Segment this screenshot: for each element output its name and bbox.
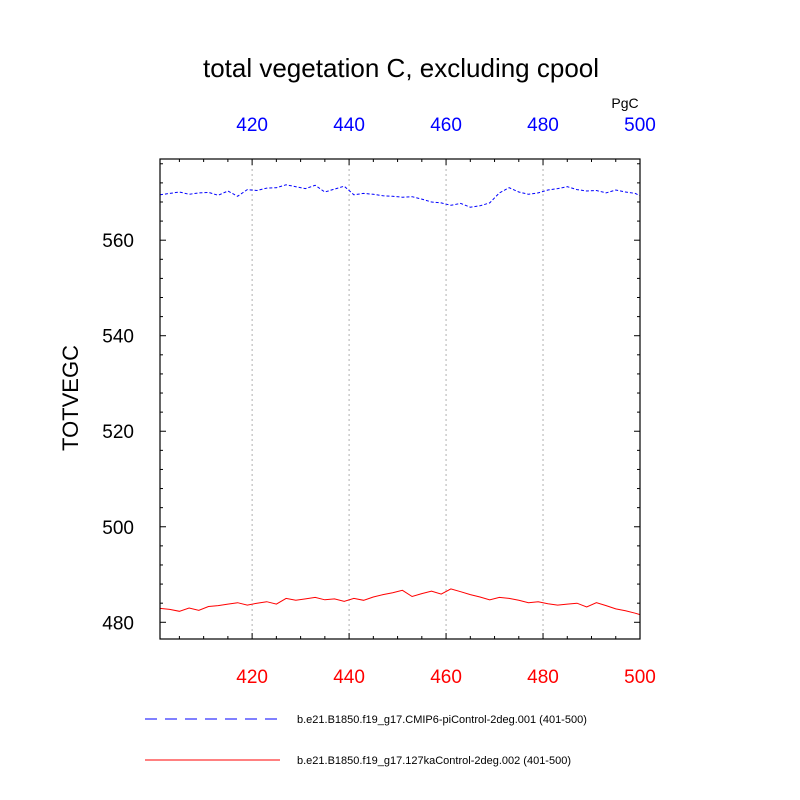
tick-labels: 420 420 440 440 460 460 480 480 500 500 480 500 520 5… (102, 115, 656, 688)
y-tick-label-500: 500 (102, 518, 134, 539)
x-tick-label-bottom-440: 440 (333, 667, 365, 688)
x-tick-label-top-480: 480 (527, 115, 559, 136)
y-tick-label-480: 480 (102, 613, 134, 634)
x-tick-label-top-500: 500 (624, 115, 656, 136)
x-tick-label-bottom-420: 420 (236, 667, 268, 688)
series-line-2 (159, 588, 641, 616)
axis-ticks (160, 159, 641, 639)
legend-label-2: b.e21.B1850.f19_g17.127kaControl-2deg.00… (297, 755, 571, 767)
plot-frame (159, 158, 641, 640)
x-tick-label-top-420: 420 (236, 115, 268, 136)
y-tick-label-560: 560 (102, 231, 134, 252)
y-tick-label-520: 520 (102, 422, 134, 443)
x-tick-label-bottom-500: 500 (624, 667, 656, 688)
y-axis-label: TOTVEGC (58, 345, 83, 451)
x-tick-label-top-460: 460 (430, 115, 462, 136)
x-tick-label-bottom-480: 480 (527, 667, 559, 688)
legend: b.e21.B1850.f19_g17.CMIP6-piControl-2deg… (145, 714, 587, 767)
chart-title: total vegetation C, excluding cpool (203, 53, 599, 83)
x-tick-label-top-440: 440 (333, 115, 365, 136)
series-lines (159, 184, 641, 616)
units-label: PgC (611, 95, 638, 111)
x-tick-label-bottom-460: 460 (430, 667, 462, 688)
grid (251, 159, 544, 639)
legend-label-1: b.e21.B1850.f19_g17.CMIP6-piControl-2deg… (297, 714, 587, 726)
series-line-1 (159, 184, 641, 208)
y-tick-label-540: 540 (102, 327, 134, 348)
